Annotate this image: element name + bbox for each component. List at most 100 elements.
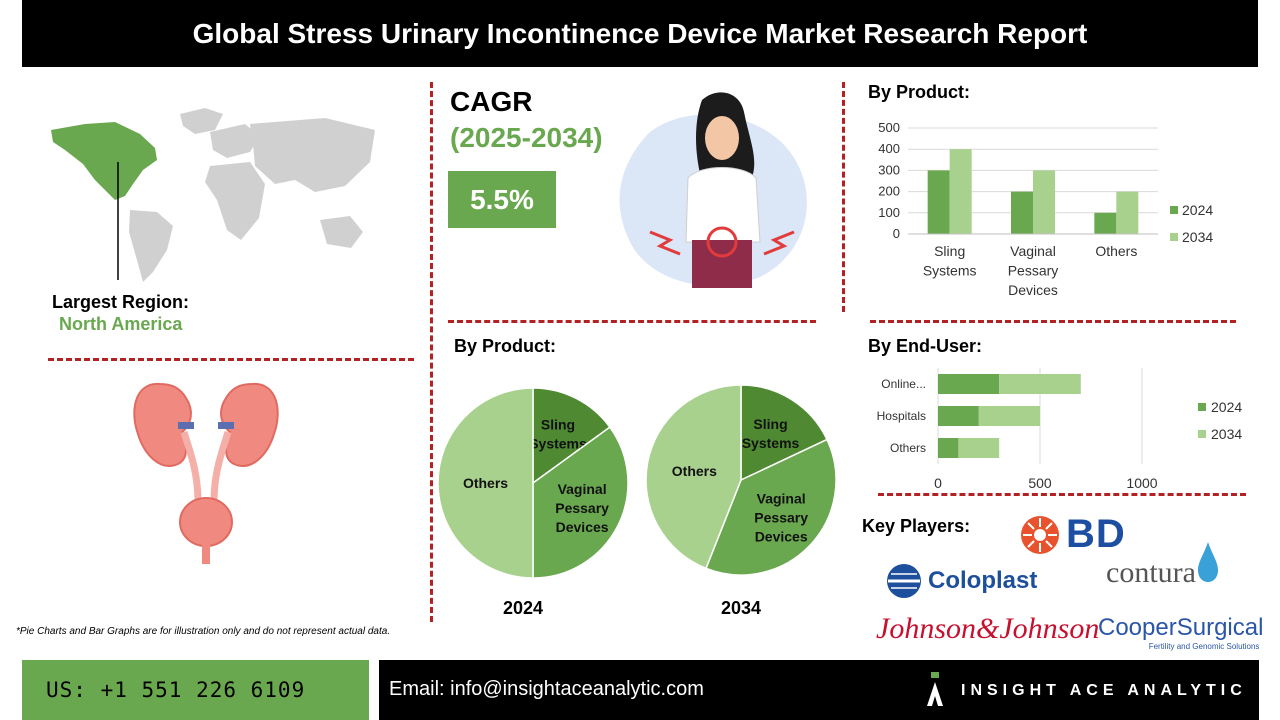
bar-2034-1 [1033,170,1055,234]
pie-2024-label-0-0: Sling [541,416,575,432]
x-tick-0: 0 [934,475,942,491]
divider-enduser [878,493,1246,496]
map-australia [320,216,363,248]
adrenal-right [218,422,234,429]
pie-2024-label-0-1: Systems [529,435,587,451]
y-tick-1: 100 [878,205,900,220]
coloplast-circle-icon [887,564,921,598]
divider-product [870,320,1236,323]
ureter-left [180,430,202,503]
ureter-right [210,430,232,503]
map-south-america [129,210,173,282]
logo-coloplast: Coloplast [886,563,1037,599]
y-label-2: Others [890,441,926,455]
bar-2024-2 [1094,212,1117,234]
map-europe [210,124,260,158]
enduser-legend-swatch-2024 [1198,403,1206,411]
pie-year-label-2024: 2024 [503,598,543,618]
y-tick-3: 300 [878,162,900,177]
pie-product-title: By Product: [454,336,557,356]
pie-2034-label-1-0: Vaginal [757,491,806,507]
disclaimer-note: *Pie Charts and Bar Graphs are for illus… [16,626,391,637]
pain-spot [706,226,738,258]
footer-bar: Email: info@insightaceanalytic.com INSIG… [379,660,1259,720]
pie-2024-label-2-0: Others [463,475,508,491]
page-title: Global Stress Urinary Incontinence Devic… [22,0,1258,67]
bar-2024-0 [927,170,950,234]
map-north-america [51,122,157,200]
x-label-2-0: Others [1095,243,1137,259]
legend-label-2024: 2024 [1182,202,1213,218]
map-africa [205,162,265,240]
enduser-legend-label-2024: 2024 [1211,399,1242,415]
pie-2034-label-2-0: Others [672,463,717,479]
legend-label-2034: 2034 [1182,229,1213,245]
bd-starburst-icon [1021,515,1059,554]
pie-2034-slice-2 [645,384,742,570]
x-label-1-0: Vaginal [1010,243,1056,259]
enduser-legend-label-2034: 2034 [1211,426,1242,442]
contura-droplet-icon [1197,542,1218,582]
cagr-period: (2025-2034) [450,122,603,153]
pie-2024-slice-1 [532,426,629,579]
y-tick-5: 500 [878,120,900,135]
pie-2034-label-0-0: Sling [753,416,787,432]
logo-johnson: Johnson&Johnson [876,612,1100,645]
product-pie-charts: Sling Systems Vaginal Pessary Devices Others 2… [437,384,837,618]
hbar-2034-2 [958,438,1000,458]
enduser-bar-chart: 0 500 1000 Online... Hospitals Others 2024 2034 [877,368,1242,491]
y-tick-0: 0 [893,226,900,241]
pie-2034-label-1-2: Devices [755,529,808,545]
bladder [179,497,233,547]
pie-2024-label-1-1: Pessary [555,500,609,516]
pie-2024-slice-2 [437,387,534,579]
divider-left [430,82,433,622]
adrenal-left [178,422,194,429]
x-label-1-2: Devices [1008,282,1058,298]
bar-2034-0 [949,149,972,234]
x-label-1-1: Pessary [1008,263,1059,279]
cagr-value: 5.5% [448,171,556,228]
hbar-2024-2 [938,438,959,458]
kidney-right [220,382,279,467]
coopersurgical-tagline: Fertility and Genomic Solutions [1148,642,1260,651]
y-tick-4: 400 [878,141,900,156]
footer-email[interactable]: Email: info@insightaceanalytic.com [389,678,704,700]
y-label-1: Hospitals [877,409,926,423]
contura-logo-text: contura [1106,556,1196,589]
hbar-2034-0 [999,374,1081,394]
hbar-2024-0 [938,374,1000,394]
bd-logo-text: BD [1066,512,1126,556]
pie-2034-slice-0 [740,384,828,482]
pie-year-label-2034: 2034 [721,598,761,618]
bar-product-title: By Product: [868,82,971,102]
world-map [51,108,375,282]
legend-swatch-2034 [1170,233,1178,241]
skirt [692,240,752,288]
largest-region-value: North America [59,314,183,334]
coloplast-logo-text: Coloplast [928,567,1038,594]
x-label-0-0: Sling [934,243,965,259]
pie-2034-label-1-1: Pessary [754,510,808,526]
pie-2034-label-0-1: Systems [742,435,800,451]
pain-bolt-left [649,230,681,256]
woman-illustration [619,92,807,288]
kidney-illustration [133,382,279,564]
largest-region-label: Largest Region: [52,292,190,312]
urethra [202,542,210,564]
logo-coopersurgical: CooperSurgical Fertility and Genomic Sol… [1098,614,1263,651]
divider-right [842,82,845,312]
key-players-title: Key Players: [862,516,971,536]
divider-cagr [448,320,816,323]
enduser-title: By End-User: [868,336,983,356]
hbar-2024-1 [938,406,979,426]
logo-bd: BD [1020,512,1126,557]
x-label-0-1: Systems [923,263,977,279]
shirt [685,167,761,243]
bar-2024-1 [1011,191,1033,234]
footer-phone[interactable]: US: +1 551 226 6109 [22,660,369,720]
pie-2024-label-1-2: Devices [556,519,609,535]
pie-2024-slice-0 [532,387,611,485]
footer-brand: INSIGHT ACE ANALYTIC [961,682,1247,699]
x-tick-2: 1000 [1126,475,1157,491]
